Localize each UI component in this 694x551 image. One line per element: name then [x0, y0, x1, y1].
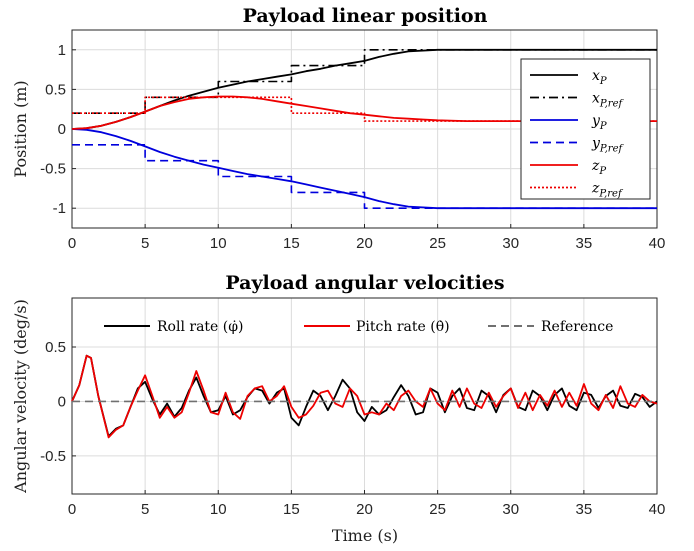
x-tick-label: 15 — [283, 501, 300, 518]
x-tick-label: 35 — [576, 235, 593, 252]
x-tick-label: 5 — [141, 501, 149, 518]
y-tick-label: -0.5 — [40, 161, 66, 178]
x-tick-label: 40 — [649, 501, 666, 518]
legend-label-0: xP — [592, 68, 607, 87]
x-tick-label: 30 — [502, 501, 519, 518]
y-tick-label: 0.5 — [45, 81, 66, 98]
angular-series — [71, 354, 658, 439]
x-tick-label: 0 — [68, 501, 76, 518]
x-tick-label: 5 — [141, 235, 149, 252]
angular-panel: Payload angular velocities 0 5 10 15 20 25 30 3… — [11, 272, 665, 545]
legend-label-2: Reference — [541, 319, 613, 335]
angular-legend: Roll rate (φ̇) Pitch rate (θ̇) Reference — [104, 319, 613, 335]
angular-y-axis-label: Angular velocity (deg/s) — [11, 299, 30, 494]
position-legend: xP xP,ref yP yP,ref zP zP,ref — [520, 58, 651, 200]
legend-label-5: zP,ref — [591, 181, 624, 200]
x-tick-label: 20 — [356, 501, 373, 518]
x-tick-label: 10 — [210, 501, 227, 518]
x-tick-label: 0 — [68, 235, 76, 252]
series-line-0 — [71, 354, 658, 438]
series-line-1 — [72, 49, 657, 114]
legend-label-1: xP,ref — [592, 91, 624, 110]
series-line-3 — [72, 144, 657, 209]
legend-label-0: Roll rate (φ̇) — [157, 319, 244, 335]
position-y-axis-label: Position (m) — [11, 80, 30, 177]
angular-chart-title: Payload angular velocities — [225, 272, 504, 294]
x-tick-label: 40 — [649, 235, 666, 252]
y-tick-label: -1 — [53, 200, 66, 217]
angular-x-axis-label: Time (s) — [332, 526, 398, 545]
legend-label-3: yP,ref — [591, 136, 625, 155]
angular-y-ticks: 0.5 0 -0.5 — [40, 339, 76, 465]
y-tick-label: 0.5 — [45, 339, 66, 356]
x-tick-label: 30 — [502, 235, 519, 252]
position-series — [71, 48, 657, 210]
y-tick-label: -0.5 — [40, 448, 66, 465]
x-tick-label: 10 — [210, 235, 227, 252]
y-tick-label: 1 — [58, 42, 66, 59]
position-legend-box — [520, 58, 651, 200]
x-tick-label: 25 — [429, 501, 446, 518]
position-panel: Payload linear position 0 5 10 15 20 25 30 35 40… — [11, 5, 665, 252]
x-tick-label: 35 — [576, 501, 593, 518]
legend-label-4: zP — [591, 158, 606, 177]
y-tick-label: 0 — [58, 393, 66, 410]
position-chart-title: Payload linear position — [243, 5, 488, 27]
x-tick-label: 15 — [283, 235, 300, 252]
legend-label-1: Pitch rate (θ̇) — [356, 319, 450, 335]
legend-label-2: yP — [591, 113, 607, 132]
position-x-ticks: 0 5 10 15 20 25 30 35 40 — [68, 224, 666, 252]
x-tick-label: 25 — [429, 235, 446, 252]
y-tick-label: 0 — [58, 121, 66, 138]
position-y-ticks: 1 0.5 0 -0.5 -1 — [40, 42, 76, 217]
x-tick-label: 20 — [356, 235, 373, 252]
angular-x-ticks: 0 5 10 15 20 25 30 35 40 — [68, 490, 666, 518]
